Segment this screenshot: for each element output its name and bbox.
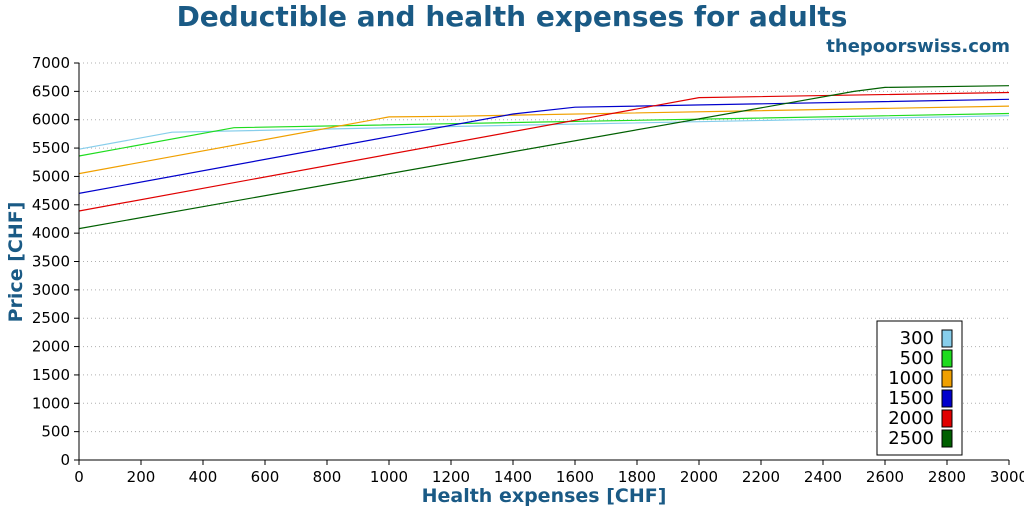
x-axis-label: Health expenses [CHF] bbox=[422, 485, 667, 507]
x-tick-label: 2800 bbox=[928, 468, 966, 486]
y-tick-label: 2000 bbox=[32, 338, 70, 356]
series-line-2000 bbox=[78, 91, 1010, 212]
y-tick-label: 6000 bbox=[32, 111, 70, 129]
legend-swatch-500 bbox=[941, 349, 953, 368]
series-line-1500 bbox=[78, 98, 1010, 194]
series-line-2500 bbox=[78, 85, 1010, 230]
legend-swatch-2000 bbox=[941, 409, 953, 428]
x-tick-label: 400 bbox=[189, 468, 218, 486]
legend-swatch-1500 bbox=[941, 389, 953, 408]
y-tick-label: 3000 bbox=[32, 281, 70, 299]
x-tick-label: 0 bbox=[74, 468, 84, 486]
x-tick-label: 2200 bbox=[742, 468, 780, 486]
y-tick-label: 3500 bbox=[32, 253, 70, 271]
axes: 0500100015002000250030003500400045005000… bbox=[32, 54, 1024, 486]
legend-label-1500: 1500 bbox=[888, 388, 934, 409]
legend-label-300: 300 bbox=[900, 328, 934, 349]
series-lines bbox=[78, 85, 1010, 230]
chart-title: Deductible and health expenses for adult… bbox=[177, 0, 848, 33]
series-line-300 bbox=[78, 115, 1010, 150]
legend-swatch-1000 bbox=[941, 369, 953, 388]
legend-swatch-2500 bbox=[941, 429, 953, 448]
x-tick-label: 1200 bbox=[432, 468, 470, 486]
legend-swatch-300 bbox=[941, 329, 953, 348]
x-tick-label: 200 bbox=[127, 468, 156, 486]
y-tick-label: 0 bbox=[60, 451, 70, 469]
x-tick-label: 1000 bbox=[370, 468, 408, 486]
source-label: thepoorswiss.com bbox=[826, 36, 1010, 57]
x-tick-label: 2400 bbox=[804, 468, 842, 486]
y-tick-label: 2500 bbox=[32, 309, 70, 327]
legend-label-1000: 1000 bbox=[888, 368, 934, 389]
grid bbox=[79, 62, 1009, 433]
x-tick-label: 800 bbox=[313, 468, 342, 486]
x-tick-label: 1800 bbox=[618, 468, 656, 486]
y-tick-label: 4500 bbox=[32, 196, 70, 214]
y-tick-label: 7000 bbox=[32, 54, 70, 72]
series-line-1000 bbox=[78, 105, 1010, 175]
x-tick-label: 600 bbox=[251, 468, 280, 486]
y-tick-label: 5000 bbox=[32, 167, 70, 185]
y-tick-label: 1000 bbox=[32, 394, 70, 412]
legend-label-2500: 2500 bbox=[888, 428, 934, 449]
legend-label-500: 500 bbox=[900, 348, 934, 369]
x-tick-label: 1600 bbox=[556, 468, 594, 486]
y-tick-label: 1500 bbox=[32, 366, 70, 384]
y-axis-label: Price [CHF] bbox=[5, 202, 27, 323]
x-tick-label: 3000 bbox=[990, 468, 1024, 486]
y-tick-label: 500 bbox=[41, 423, 70, 441]
y-tick-label: 4000 bbox=[32, 224, 70, 242]
legend-label-2000: 2000 bbox=[888, 408, 934, 429]
x-tick-label: 2000 bbox=[680, 468, 718, 486]
y-tick-label: 6500 bbox=[32, 82, 70, 100]
x-tick-label: 2600 bbox=[866, 468, 904, 486]
y-tick-label: 5500 bbox=[32, 139, 70, 157]
x-tick-label: 1400 bbox=[494, 468, 532, 486]
